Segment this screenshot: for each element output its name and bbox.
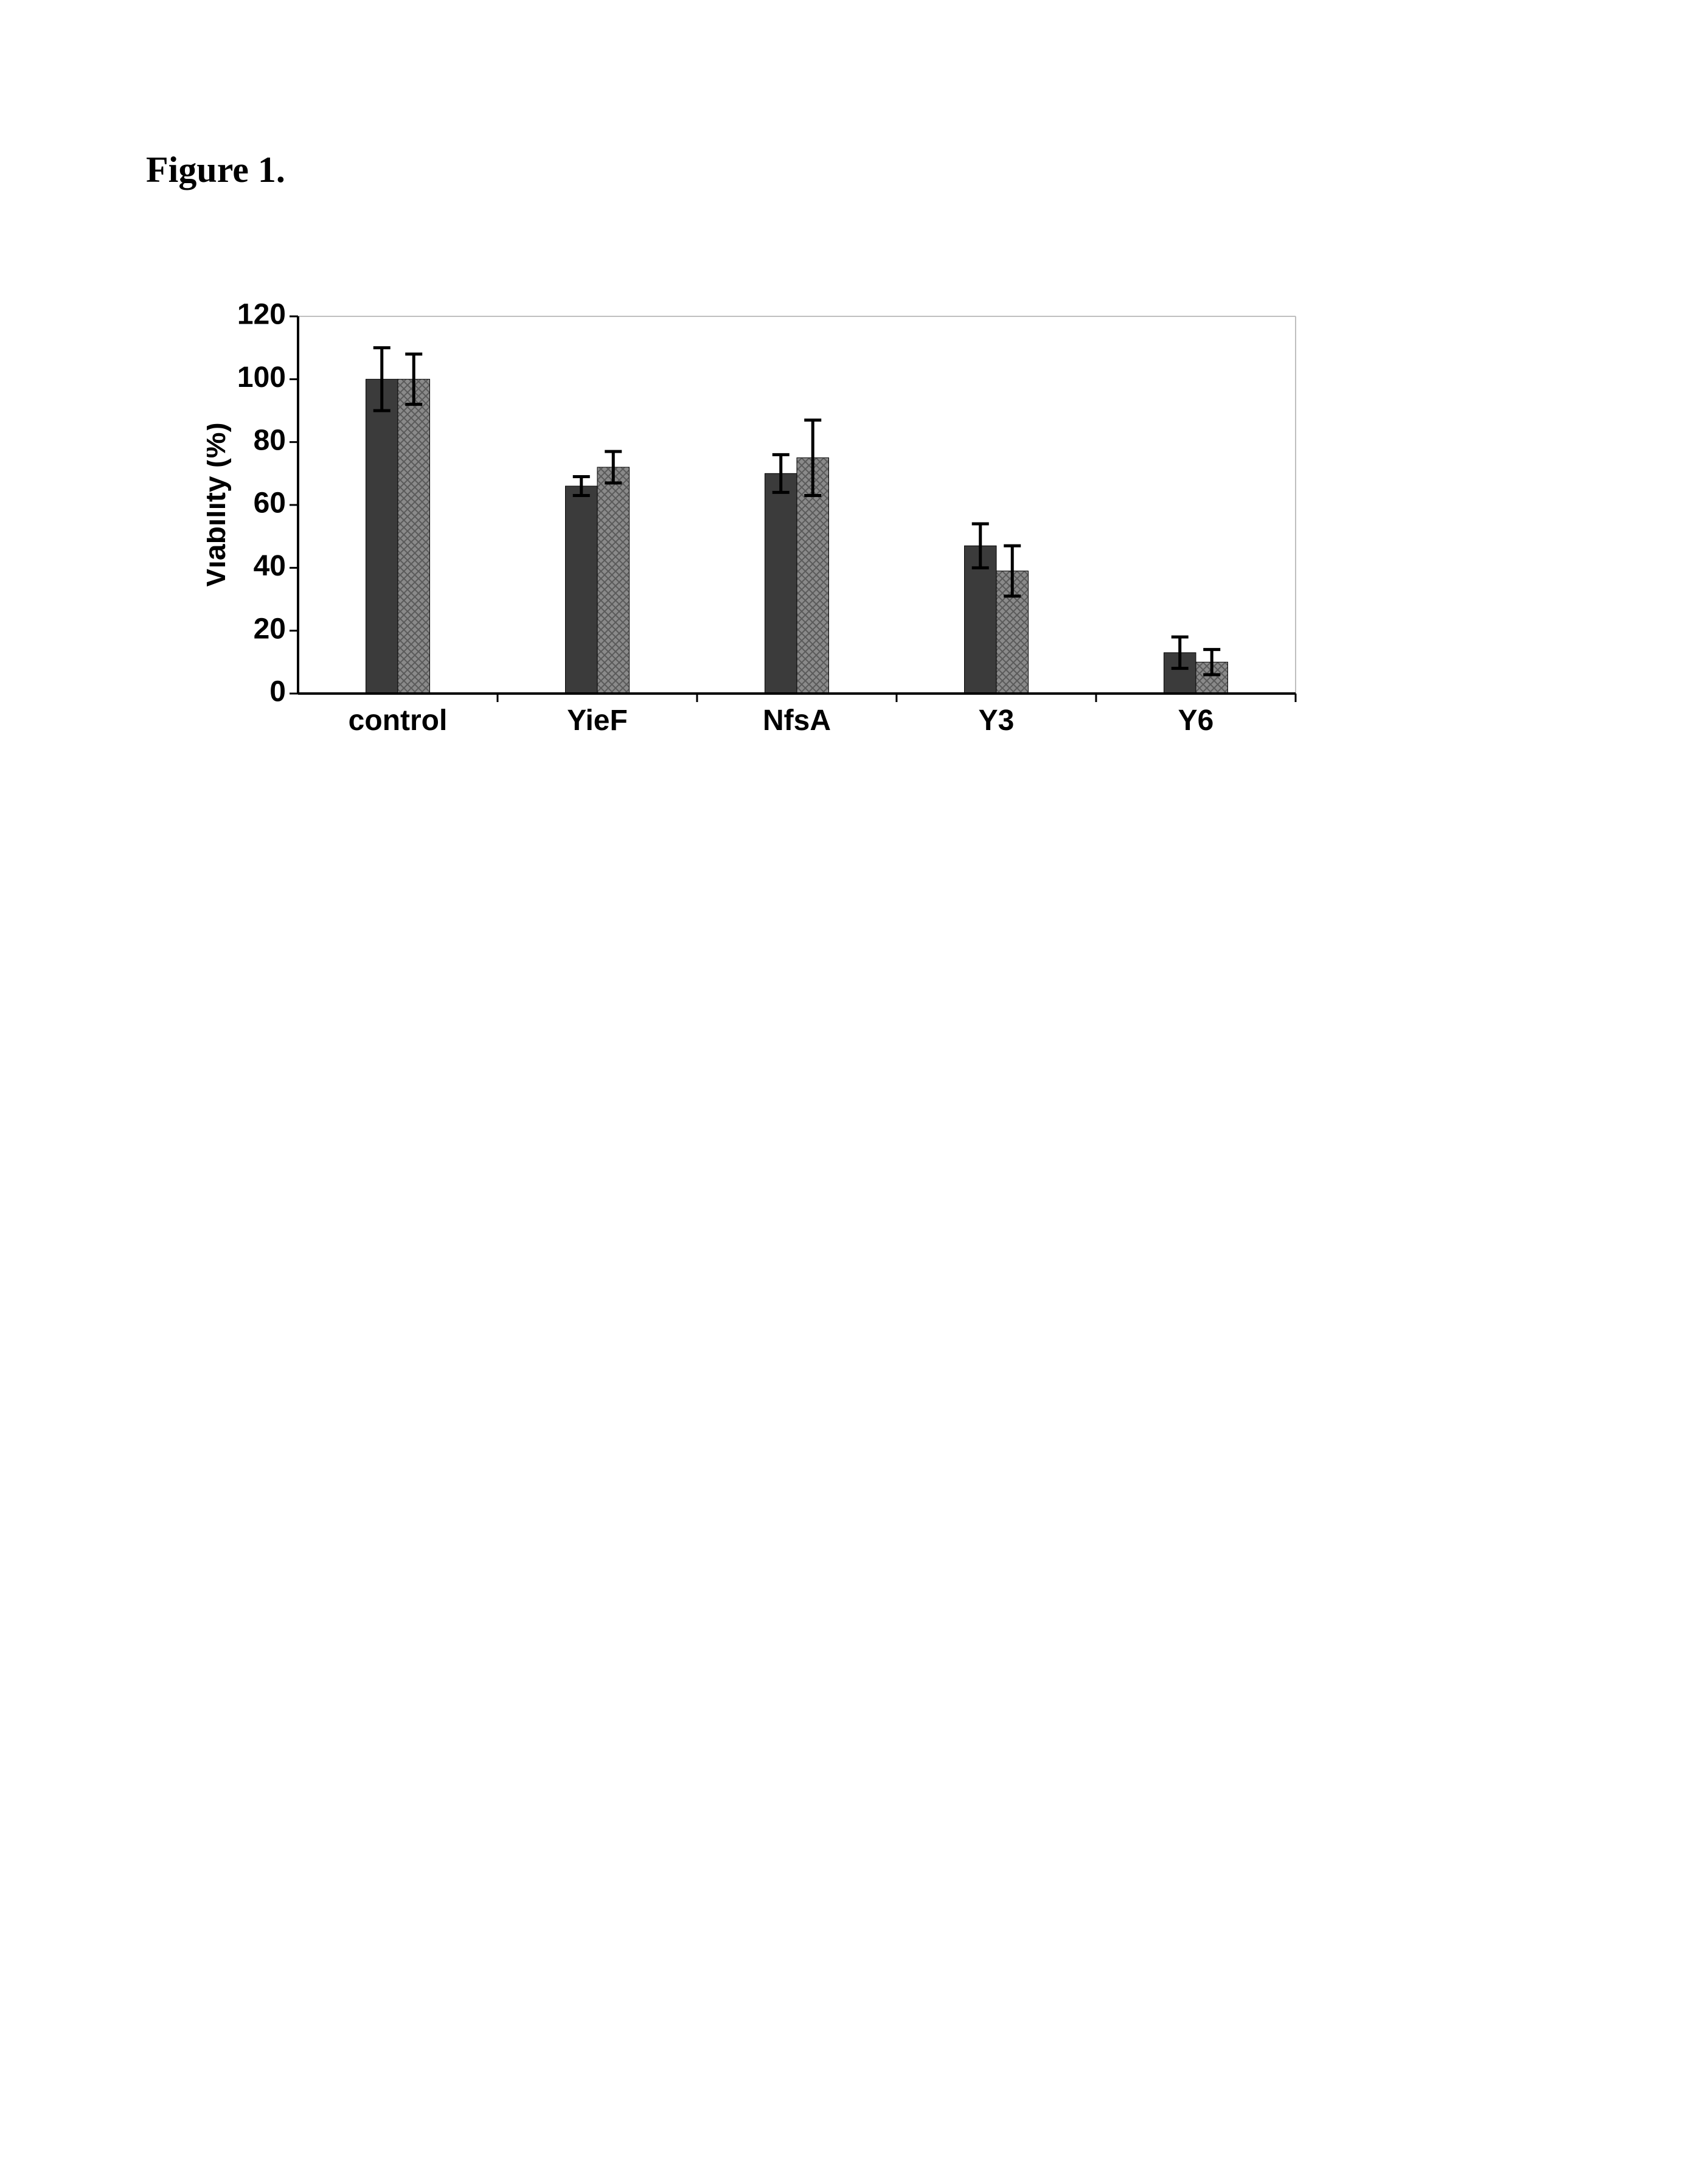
bar [366,379,398,694]
bar [765,473,797,694]
y-axis-tick-label: 80 [254,424,286,456]
bar [398,379,429,694]
y-axis-tick-label: 120 [237,301,286,331]
y-axis-tick-label: 100 [237,361,286,394]
y-axis-tick-label: 40 [254,550,286,582]
page: Figure 1. control YieF NfsA Y3 Y6 0 20 40 60 80 10… [0,0,1708,2167]
y-axis-label: Viability (%) [207,422,232,587]
x-axis-label: YieF [567,704,628,737]
figure-label: Figure 1. [146,149,285,191]
viability-chart: control YieF NfsA Y3 Y6 0 20 40 60 80 100 120 Viabil… [207,301,1311,770]
chart-svg: control YieF NfsA Y3 Y6 0 20 40 60 80 100 120 Viabil… [207,301,1311,770]
bar [597,467,629,694]
bar [566,486,597,694]
x-axis-label: control [349,704,448,737]
x-axis-label: Y6 [1178,704,1214,737]
x-axis-label: Y3 [979,704,1015,737]
x-axis-label: NfsA [763,704,831,737]
y-axis-tick-label: 0 [269,676,286,708]
y-axis-tick-label: 20 [254,613,286,645]
y-axis-tick-label: 60 [254,487,286,520]
